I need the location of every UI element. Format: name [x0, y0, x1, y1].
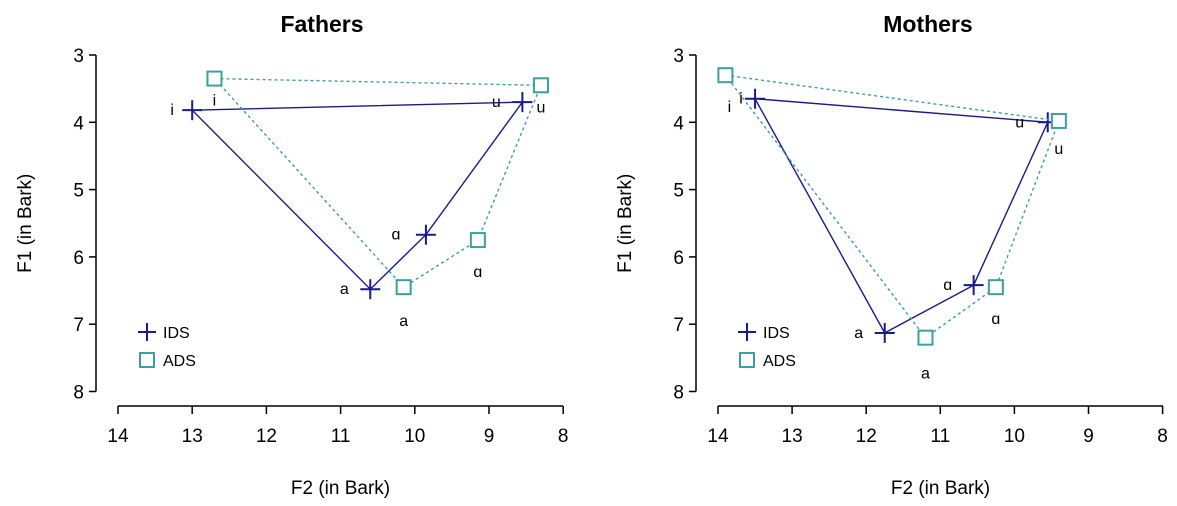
panel-1-y-axis-label: F1 (in Bark) [15, 174, 36, 273]
panel-2-x-tick-label: 9 [1083, 426, 1094, 447]
panel-1-x-tick-label: 11 [331, 426, 351, 447]
panel-1-ids-point-i [182, 100, 203, 121]
panel-2-ads-point-u-label: u [1054, 141, 1063, 158]
panel-2-ads-point-i [717, 67, 734, 84]
panel-2-x-tick-label: 10 [1004, 426, 1025, 447]
panel-2-x-tick-label: 8 [1157, 426, 1168, 447]
panel-2-series-ads-outline [723, 74, 1060, 339]
panel-1-ids-point-u-label: u [492, 94, 501, 111]
panel-1-ids-point-alpha [415, 224, 436, 245]
panel-1-x-tick-label: 10 [404, 426, 425, 447]
panel-2-ads-point-alpha-label: ɑ [991, 311, 1000, 328]
panel-1-ads-point-alpha [469, 232, 486, 249]
panel-2-x-tick-label: 12 [856, 426, 877, 447]
panel-2-series-ids-outline [753, 97, 1049, 334]
panel-1-ads-point-i [206, 70, 223, 87]
panel-2-ads-point-i-label: i [728, 99, 732, 116]
panel-2-ids-point-a [874, 322, 895, 343]
panel-2-legend-ads-label: ADS [763, 353, 796, 370]
panel-1-ads-point-alpha-label: ɑ [473, 264, 482, 281]
panel-1-legend-ids-label: IDS [163, 325, 190, 342]
panel-1-y-tick-label: 8 [73, 383, 84, 404]
panel-1-ads-point-a-label: a [399, 313, 408, 330]
panel-1-x-tick-label: 14 [107, 426, 129, 447]
panel-2-x-tick-label: 11 [930, 426, 950, 447]
panel-2-y-tick-label: 6 [673, 248, 684, 269]
panel-2-ids-point-alpha [963, 275, 984, 296]
panel-1-x-tick-label: 9 [484, 426, 495, 447]
panel-2-ids-point-alpha-label: ɑ [943, 277, 952, 294]
panel-1-x-tick-label: 12 [256, 426, 277, 447]
panel-2-ids-point-i [745, 88, 766, 109]
panel-1-ids-point-a [360, 279, 381, 300]
panel-1-ids-point-u [512, 92, 533, 113]
panel-1-legend-ads-label: ADS [163, 353, 196, 370]
panel-2-y-tick-label: 7 [673, 315, 684, 336]
panel-1-y-tick-label: 6 [73, 248, 84, 269]
panel-2-legend-ids-label: IDS [763, 325, 790, 342]
panel-1-y-tick-label: 3 [73, 46, 84, 67]
panel-2-y-axis-label: F1 (in Bark) [615, 174, 636, 273]
panel-1-ads-point-a [395, 279, 412, 296]
panel-2-ads-point-alpha [987, 279, 1004, 296]
panel-1-ads-point-i-label: i [213, 93, 217, 110]
panel-1-chart-title: Fathers [280, 11, 363, 37]
panel-1-legend-ads-marker [139, 352, 155, 368]
panel-2-ids-point-i-label: i [739, 91, 743, 108]
panel-1-y-tick-label: 4 [73, 113, 84, 134]
panel-2-x-tick-label: 13 [782, 426, 803, 447]
panel-1-x-tick-label: 8 [558, 426, 569, 447]
panel-2-y-tick-label: 3 [673, 46, 684, 67]
panel-2-x-tick-label: 14 [707, 426, 729, 447]
panel-1-ids-point-a-label: a [340, 281, 349, 298]
panel-2-ads-point-a [917, 329, 934, 346]
panel-2-ads-point-a-label: a [921, 366, 930, 383]
panel-1-series-ids-outline [190, 101, 524, 291]
panel-1-y-tick-label: 5 [73, 181, 84, 202]
panel-1-ids-point-i-label: i [170, 102, 174, 119]
panel-1-ads-point-u [532, 77, 549, 94]
panel-1-y-tick-label: 7 [73, 315, 84, 336]
panel-2-y-tick-label: 5 [673, 181, 684, 202]
panel-1-ids-point-alpha-label: ɑ [391, 227, 400, 244]
panel-2-x-axis-label: F2 (in Bark) [891, 478, 990, 499]
panel-1-x-axis-label: F2 (in Bark) [291, 478, 390, 499]
panel-1-x-tick-label: 13 [182, 426, 203, 447]
panel-2-chart-title: Mothers [883, 11, 972, 37]
panel-2-y-tick-label: 4 [673, 113, 684, 134]
panel-1-ads-point-u-label: u [536, 99, 545, 116]
panel-2-y-tick-label: 8 [673, 383, 684, 404]
panel-2-legend-ads-marker [739, 352, 755, 368]
panel-2-ads-point-u [1050, 112, 1067, 129]
panel-2-ids-point-u-label: u [1015, 114, 1024, 131]
panel-2-ids-point-a-label: a [854, 325, 863, 342]
